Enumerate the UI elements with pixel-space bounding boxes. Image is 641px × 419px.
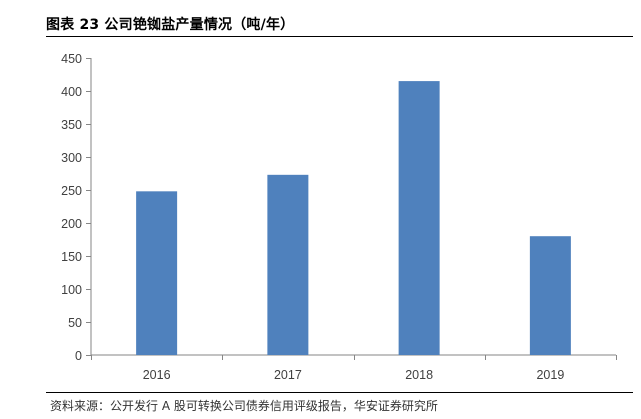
y-tick-label: 100 [61,283,82,297]
y-tick-label: 50 [68,316,82,330]
x-tick-label: 2016 [143,368,171,382]
bar-2016 [136,191,178,355]
y-tick-label: 200 [61,217,82,231]
y-tick-label: 150 [61,250,82,264]
labels-layer: 0 50 100 150 200 250 300 350 400 450 2016 2017 2018 2… [61,52,564,382]
y-tick-label: 300 [61,151,82,165]
y-tick-label: 250 [61,184,82,198]
x-tick-label: 2019 [536,368,564,382]
x-tick-label: 2017 [274,368,302,382]
bar-2018 [398,81,440,355]
bar-2017 [267,174,309,355]
y-tick-label: 350 [61,118,82,132]
x-tick-label: 2018 [405,368,433,382]
bars-layer [136,81,571,355]
source-note: 资料来源：公开发行 A 股可转换公司债券信用评级报告，华安证券研究所 [50,399,438,413]
axis-layer [86,58,617,360]
y-tick-label: 450 [61,52,82,66]
footer-divider [46,392,633,393]
y-tick-label: 0 [75,349,82,363]
title-divider [46,36,633,37]
bar-2019 [529,236,571,355]
chart-title: 图表 23 公司铯铷盐产量情况（吨/年） [46,17,295,33]
y-tick-label: 400 [61,85,82,99]
